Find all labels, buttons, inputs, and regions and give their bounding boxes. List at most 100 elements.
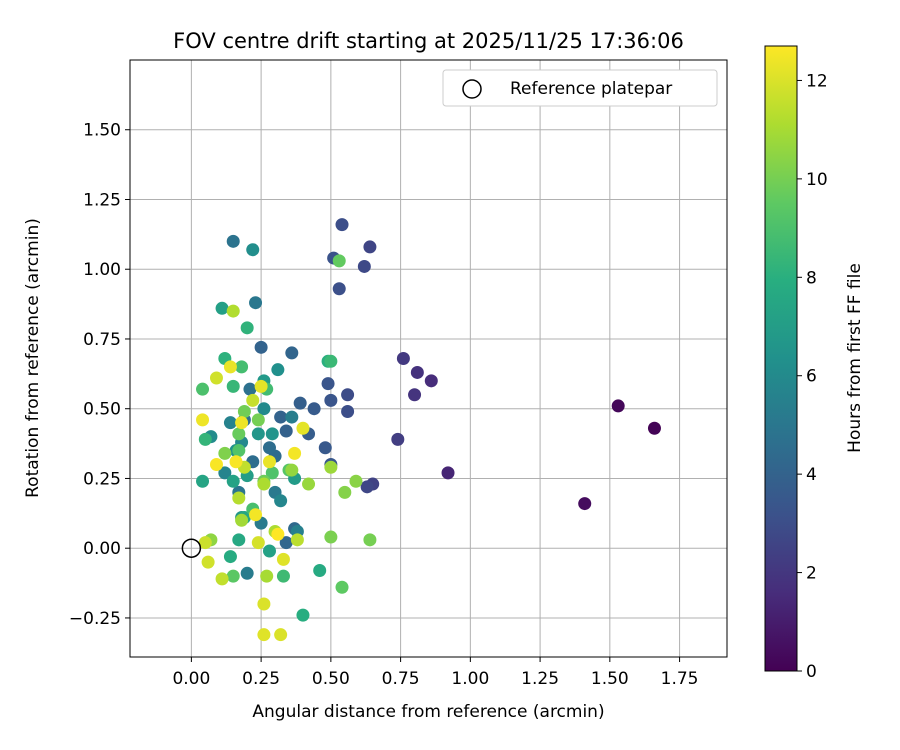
data-point bbox=[246, 393, 260, 407]
data-point bbox=[262, 544, 276, 558]
data-point bbox=[578, 497, 592, 511]
data-point bbox=[363, 533, 377, 547]
data-point bbox=[235, 513, 249, 527]
reference-marker bbox=[181, 538, 202, 558]
y-tick-label: 0.00 bbox=[83, 539, 121, 559]
data-point bbox=[285, 410, 299, 424]
data-point bbox=[229, 455, 243, 469]
data-point bbox=[251, 536, 265, 550]
data-point bbox=[246, 243, 260, 257]
data-point bbox=[335, 218, 349, 232]
data-point bbox=[232, 491, 246, 505]
data-point bbox=[396, 352, 410, 365]
colorbar-tick-label: 4 bbox=[806, 465, 817, 485]
data-point bbox=[341, 388, 355, 402]
x-tick-label: 0.25 bbox=[242, 669, 280, 689]
data-point bbox=[408, 388, 422, 402]
x-axis-label: Angular distance from reference (arcmin) bbox=[252, 702, 604, 722]
data-point bbox=[274, 494, 288, 508]
data-point bbox=[293, 396, 307, 410]
x-tick-label: 1.75 bbox=[661, 669, 699, 689]
data-point bbox=[262, 455, 276, 469]
colorbar-gradient bbox=[764, 45, 798, 672]
y-tick-label: 0.75 bbox=[83, 330, 121, 350]
data-point bbox=[332, 282, 346, 296]
data-point bbox=[324, 460, 338, 474]
data-point bbox=[240, 566, 254, 580]
data-point bbox=[218, 446, 232, 460]
x-tick-label: 1.50 bbox=[591, 669, 629, 689]
y-axis-label: Rotation from reference (arcmin) bbox=[23, 218, 43, 498]
data-point bbox=[296, 608, 310, 622]
data-point bbox=[257, 597, 271, 611]
data-point bbox=[257, 628, 271, 642]
data-point bbox=[196, 474, 210, 488]
data-point bbox=[271, 527, 285, 541]
legend-label: Reference platepar bbox=[510, 79, 672, 99]
data-point bbox=[341, 405, 355, 419]
data-point bbox=[226, 569, 240, 583]
y-tick-label: −0.25 bbox=[69, 609, 121, 629]
y-ticks: −0.25 0.00 0.25 0.50 0.75 1.00 1.25 1.50 bbox=[69, 121, 130, 629]
data-point bbox=[279, 536, 293, 550]
x-tick-label: 0.50 bbox=[312, 669, 350, 689]
data-point bbox=[226, 304, 240, 318]
y-tick-label: 1.00 bbox=[83, 260, 121, 280]
data-point bbox=[215, 301, 229, 315]
data-point bbox=[276, 552, 290, 566]
x-tick-label: 0.75 bbox=[382, 669, 420, 689]
data-point bbox=[209, 458, 223, 472]
data-point bbox=[285, 463, 299, 477]
plot-frame bbox=[129, 59, 728, 658]
data-point bbox=[357, 259, 371, 273]
data-point bbox=[223, 416, 237, 430]
x-tick-label: 1.00 bbox=[451, 669, 489, 689]
chart-title: FOV centre drift starting at 2025/11/25 … bbox=[173, 29, 684, 53]
data-point bbox=[232, 427, 246, 441]
data-point bbox=[302, 477, 316, 491]
data-point bbox=[288, 446, 302, 460]
points-layer bbox=[196, 218, 661, 642]
x-tick-label: 1.25 bbox=[521, 669, 559, 689]
data-point bbox=[410, 365, 424, 379]
data-point bbox=[235, 416, 249, 430]
data-point bbox=[232, 533, 246, 547]
data-point bbox=[249, 296, 263, 310]
data-point bbox=[196, 382, 210, 396]
colorbar-ticks: 0 2 4 6 8 10 12 bbox=[797, 71, 828, 682]
data-point bbox=[215, 572, 229, 586]
data-point bbox=[198, 536, 212, 550]
legend: Reference platepar bbox=[442, 69, 718, 107]
colorbar-tick-label: 6 bbox=[806, 367, 817, 387]
data-point bbox=[318, 441, 332, 455]
data-point bbox=[257, 477, 271, 491]
data-point bbox=[307, 402, 321, 416]
data-point bbox=[647, 421, 661, 435]
colorbar-tick-label: 0 bbox=[806, 662, 817, 682]
colorbar-tick-label: 2 bbox=[806, 564, 817, 584]
data-point bbox=[324, 530, 338, 544]
data-point bbox=[226, 234, 240, 248]
data-point bbox=[321, 377, 335, 391]
colorbar: 0 2 4 6 8 10 12 Hours from first FF file bbox=[764, 45, 865, 682]
data-point bbox=[324, 393, 338, 407]
y-tick-label: 1.50 bbox=[83, 121, 121, 141]
data-point bbox=[349, 474, 363, 488]
data-point bbox=[360, 480, 374, 494]
data-point bbox=[265, 427, 279, 441]
data-point bbox=[441, 466, 455, 480]
y-tick-label: 0.25 bbox=[83, 469, 121, 489]
data-point bbox=[209, 371, 223, 385]
colorbar-tick-label: 12 bbox=[806, 71, 828, 91]
data-point bbox=[279, 424, 293, 438]
x-tick-label: 0.00 bbox=[172, 669, 210, 689]
data-point bbox=[223, 550, 237, 564]
colorbar-tick-label: 10 bbox=[806, 170, 828, 190]
data-point bbox=[249, 508, 263, 522]
data-point bbox=[254, 340, 268, 354]
data-point bbox=[424, 374, 438, 388]
data-point bbox=[254, 379, 268, 393]
data-point bbox=[201, 555, 215, 569]
data-point bbox=[223, 360, 237, 374]
